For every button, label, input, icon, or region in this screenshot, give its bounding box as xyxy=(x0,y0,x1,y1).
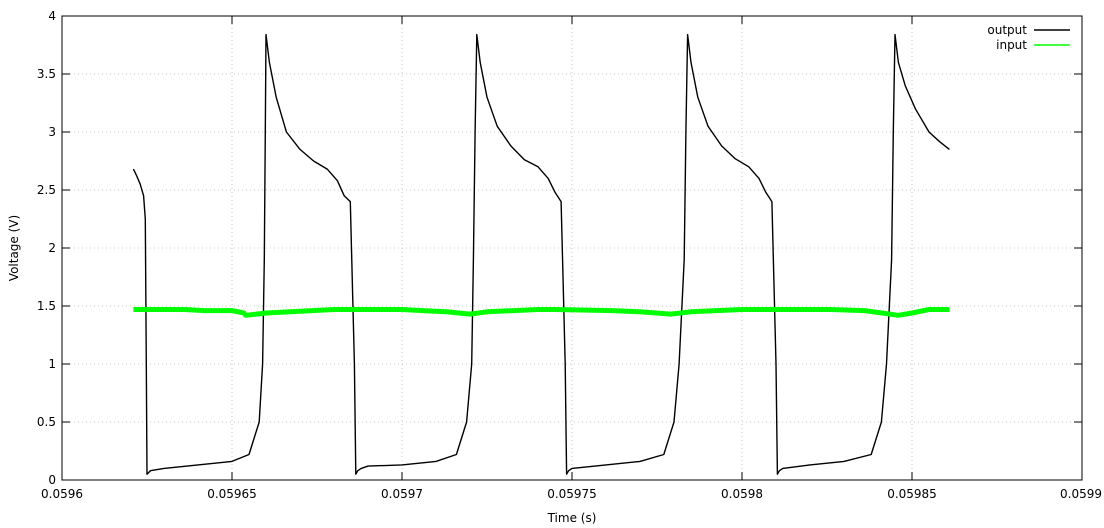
y-tick-label: 1.5 xyxy=(37,299,56,313)
series-line-input xyxy=(133,307,950,318)
y-axis-ticks: 0 0.5 1 1.5 2 2.5 3 3.5 4 xyxy=(37,9,1082,487)
y-tick-label: 0 xyxy=(48,473,56,487)
y-axis-label: Voltage (V) xyxy=(7,215,21,281)
series-line-output xyxy=(132,33,950,475)
y-tick-label: 3 xyxy=(48,125,56,139)
x-tick-label: 0.0598 xyxy=(721,487,763,501)
x-tick-label: 0.05985 xyxy=(887,487,937,501)
y-tick-label: 0.5 xyxy=(37,415,56,429)
x-tick-label: 0.05975 xyxy=(547,487,597,501)
x-axis-ticks: 0.0596 0.05965 0.0597 0.05975 0.0598 0.05985 0… xyxy=(41,16,1102,501)
x-tick-label: 0.0596 xyxy=(41,487,83,501)
grid xyxy=(62,16,1082,480)
y-tick-label: 2 xyxy=(48,241,56,255)
x-axis-label: Time (s) xyxy=(547,511,597,525)
x-tick-label: 0.0599 xyxy=(1060,487,1102,501)
plot-frame xyxy=(61,15,1083,481)
x-tick-label: 0.05965 xyxy=(207,487,257,501)
y-tick-label: 4 xyxy=(48,9,56,23)
y-tick-label: 1 xyxy=(48,357,56,371)
y-tick-label: 2.5 xyxy=(37,183,56,197)
series-lines xyxy=(132,33,950,475)
x-tick-label: 0.0597 xyxy=(381,487,423,501)
legend-label-output: output xyxy=(987,23,1027,37)
legend-label-input: input xyxy=(996,38,1027,52)
y-tick-label: 3.5 xyxy=(37,67,56,81)
